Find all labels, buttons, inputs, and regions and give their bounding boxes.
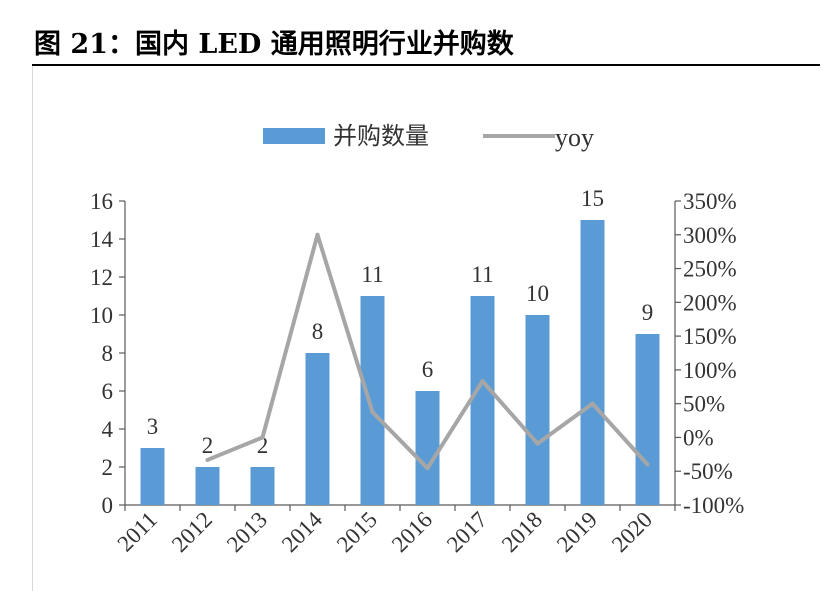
x-tick-label: 2019	[552, 507, 602, 557]
bar-value-label: 8	[312, 319, 324, 344]
figure-header: 图 21：国内 LED 通用照明行业并购数	[32, 14, 820, 66]
yoy-point	[480, 379, 485, 384]
bar-value-label: 9	[642, 300, 654, 325]
yoy-point	[205, 457, 210, 462]
x-tick-label: 2017	[442, 507, 492, 557]
bar	[195, 467, 220, 505]
right-tick-label: 250%	[683, 257, 737, 282]
x-tick-label: 2018	[497, 507, 547, 557]
left-tick-label: 0	[102, 493, 114, 518]
x-tick-label: 2015	[332, 507, 382, 557]
right-tick-label: -50%	[683, 459, 733, 484]
right-tick-label: 200%	[683, 290, 737, 315]
plot-area: 0 2 4 6 8 10 12 14 16 -100% -50% 0% 50% 100% 150% 200% 2…	[90, 186, 744, 557]
x-tick-label: 2011	[112, 507, 162, 557]
bar-value-label: 10	[526, 281, 549, 306]
legend-line-label: yoy	[555, 123, 594, 152]
x-tick-label: 2012	[167, 507, 217, 557]
left-tick-label: 6	[102, 379, 114, 404]
x-tick-label: 2020	[607, 507, 657, 557]
right-tick-label: 350%	[683, 189, 737, 214]
yoy-point	[425, 466, 430, 471]
left-tick-label: 16	[90, 189, 113, 214]
legend-bar-label: 并购数量	[333, 123, 429, 150]
bar-value-label: 2	[202, 433, 214, 458]
bar	[415, 391, 440, 505]
bar-value-label: 11	[361, 262, 383, 287]
yoy-point	[370, 410, 375, 415]
right-tick-label: -100%	[683, 493, 744, 518]
left-tick-label: 4	[102, 417, 114, 442]
right-tick-label: 50%	[683, 392, 725, 417]
bar	[635, 334, 660, 505]
bar-value-label: 6	[422, 357, 434, 382]
x-tick-label: 2014	[277, 507, 328, 558]
left-tick-label: 8	[102, 341, 114, 366]
bar	[360, 296, 385, 505]
legend: 并购数量 yoy	[263, 123, 594, 152]
legend-bar-swatch	[263, 128, 325, 144]
bar	[305, 353, 330, 505]
bar-value-label: 3	[147, 414, 159, 439]
bar	[250, 467, 275, 505]
left-tick-label: 10	[90, 303, 113, 328]
x-tick-label: 2013	[222, 507, 272, 557]
yoy-point	[315, 232, 320, 237]
bar-value-label: 2	[257, 433, 269, 458]
left-tick-label: 2	[102, 455, 114, 480]
bar	[470, 296, 495, 505]
yoy-point	[645, 462, 650, 467]
left-border-line	[32, 66, 33, 591]
x-tick-label: 2016	[387, 507, 437, 557]
bar	[580, 220, 605, 505]
left-tick-label: 14	[90, 227, 114, 252]
bar-value-label: 11	[471, 262, 493, 287]
yoy-point	[260, 435, 265, 440]
figure-title: 图 21：国内 LED 通用照明行业并购数	[34, 29, 514, 60]
bar	[140, 448, 165, 505]
right-tick-label: 100%	[683, 358, 737, 383]
left-tick-label: 12	[90, 265, 113, 290]
right-tick-label: 150%	[683, 324, 737, 349]
yoy-point	[590, 401, 595, 406]
right-tick-label: 300%	[683, 223, 737, 248]
yoy-point	[535, 441, 540, 446]
bar	[525, 315, 550, 505]
bar-value-label: 15	[581, 186, 604, 211]
right-tick-label: 0%	[683, 425, 714, 450]
